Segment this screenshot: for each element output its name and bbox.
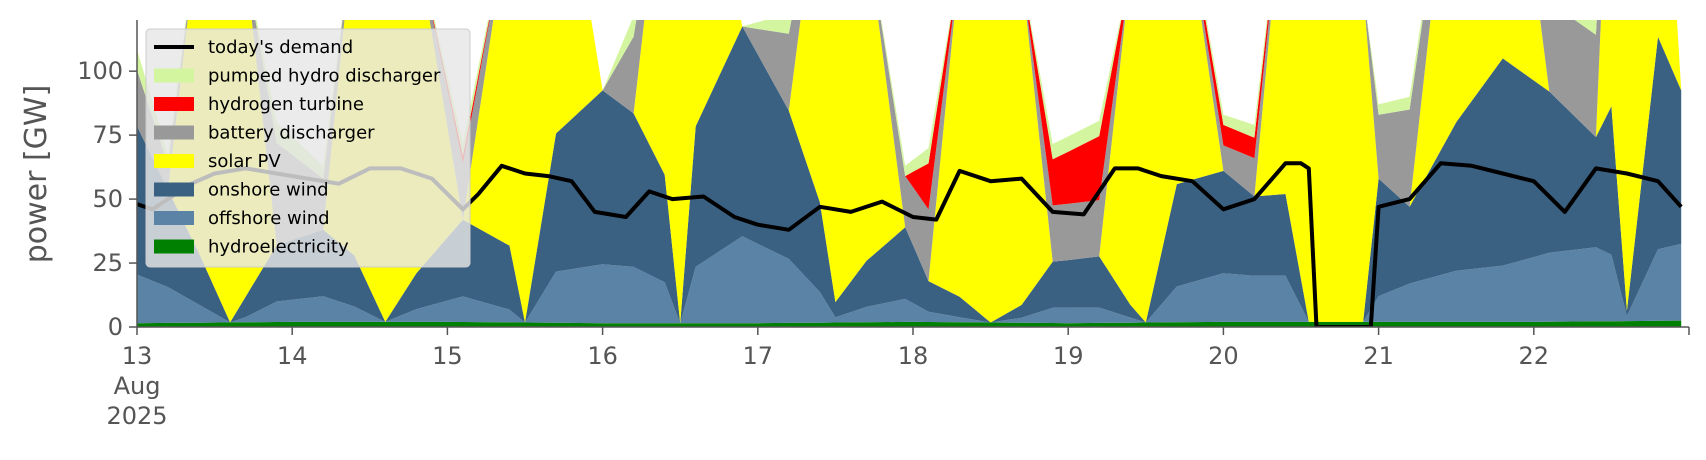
legend-swatch-hydrogen-turbine xyxy=(154,97,194,111)
x-tick-label: 21 xyxy=(1363,342,1394,370)
x-tick-label: 14 xyxy=(277,342,308,370)
x-tick-label: 22 xyxy=(1519,342,1550,370)
legend-swatch-solar-pv xyxy=(154,154,194,168)
y-axis-label: power [GW] xyxy=(19,85,54,264)
area-onshore-wind xyxy=(137,26,1682,324)
y-tick-label: 100 xyxy=(77,57,123,85)
x-tick-label: 13 xyxy=(122,342,153,370)
y-tick-label: 25 xyxy=(92,249,123,277)
area-hydroelectricity xyxy=(137,320,1682,327)
area-offshore-wind xyxy=(137,236,1682,324)
legend-label-onshore-wind: onshore wind xyxy=(208,180,329,201)
y-tick-label: 75 xyxy=(92,121,123,149)
y-tick-label: 0 xyxy=(108,313,123,341)
legend-label-today-s-demand: today's demand xyxy=(208,37,353,58)
legend: today's demand pumped hydro discharger hyd… xyxy=(145,28,471,268)
legend-label-solar-pv: solar PV xyxy=(208,151,281,172)
legend-label-hydrogen-turbine: hydrogen turbine xyxy=(208,94,364,115)
area-solar-pv xyxy=(137,20,1682,324)
line-todays-demand-2 xyxy=(1368,161,1683,327)
legend-label-battery-discharger: battery discharger xyxy=(208,123,375,144)
x-tick-label: 19 xyxy=(1053,342,1084,370)
x-tick-label: 15 xyxy=(432,342,463,370)
x-tick-label: 18 xyxy=(898,342,929,370)
legend-swatch-onshore-wind xyxy=(154,182,194,197)
legend-box xyxy=(145,28,471,268)
legend-swatch-hydroelectricity xyxy=(154,239,194,254)
x-tick-label: 20 xyxy=(1208,342,1239,370)
stacked-areas xyxy=(137,20,1682,327)
x-tick-label: 2025 xyxy=(106,402,167,430)
x-tick-label: 16 xyxy=(587,342,618,370)
legend-swatch-pumped-hydro-discharger xyxy=(154,68,194,83)
x-tick-label: 17 xyxy=(743,342,774,370)
legend-label-hydroelectricity: hydroelectricity xyxy=(208,237,349,258)
legend-label-pumped-hydro-discharger: pumped hydro discharger xyxy=(208,66,441,87)
x-tick-label: Aug xyxy=(114,372,161,400)
legend-label-offshore-wind: offshore wind xyxy=(208,208,330,229)
legend-swatch-offshore-wind xyxy=(154,211,194,225)
legend-swatch-battery-discharger xyxy=(154,125,194,140)
y-tick-label: 50 xyxy=(92,185,123,213)
area-battery-discharger xyxy=(137,20,1682,282)
